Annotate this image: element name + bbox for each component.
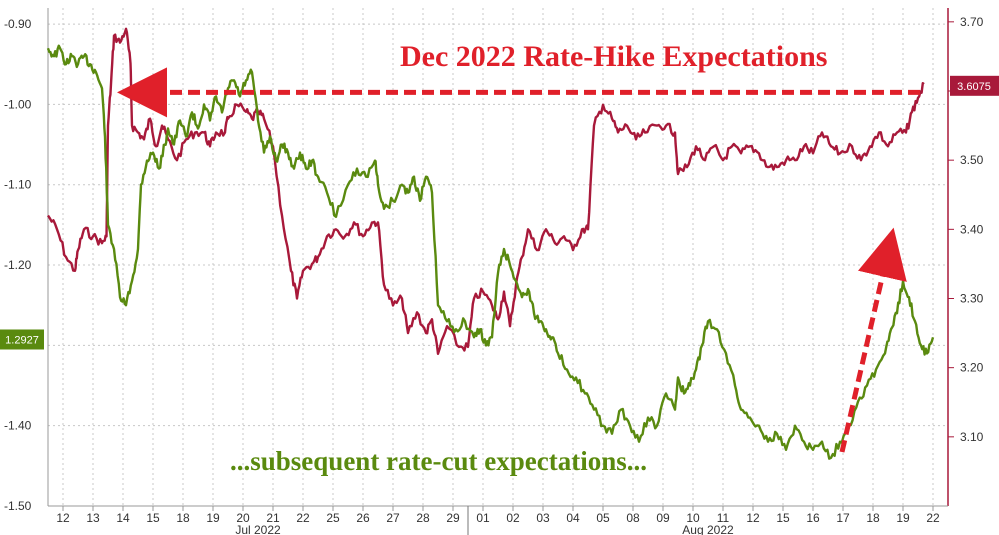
- x-tick: 29: [446, 511, 460, 525]
- x-tick: 09: [656, 511, 670, 525]
- x-tick: 12: [746, 511, 760, 525]
- x-tick: 11: [717, 511, 730, 525]
- y-right-tick: 3.10: [960, 430, 984, 444]
- y-left-tick: -1.50: [4, 499, 32, 513]
- axes: -0.90-1.00-1.10-1.20-1.30-1.40-1.503.703…: [4, 8, 984, 535]
- x-tick: 22: [296, 511, 310, 525]
- y-right-tick: 3.50: [960, 153, 984, 167]
- series-layer: [46, 27, 935, 460]
- x-tick: 10: [686, 511, 700, 525]
- x-tick: 22: [926, 511, 940, 525]
- month-label-jul: Jul 2022: [235, 523, 281, 535]
- x-tick: 28: [416, 511, 430, 525]
- y-left-tick: -1.00: [4, 97, 32, 111]
- series-line-red: [47, 27, 925, 355]
- x-tick: 04: [566, 511, 580, 525]
- x-tick: 16: [806, 511, 820, 525]
- x-tick: 05: [596, 511, 610, 525]
- x-tick: 17: [836, 511, 850, 525]
- x-tick: 12: [56, 511, 70, 525]
- x-tick: 20: [236, 511, 250, 525]
- x-tick: 15: [776, 511, 790, 525]
- annotations: Dec 2022 Rate-Hike Expectations ...subse…: [117, 40, 920, 476]
- x-tick: 26: [356, 511, 370, 525]
- y-right-tick: 3.20: [960, 361, 984, 375]
- last-value-green-bg: [0, 329, 44, 350]
- y-left-tick: -0.90: [4, 17, 32, 31]
- cut-annotation: ...subsequent rate-cut expectations...: [230, 446, 647, 476]
- x-tick: 25: [326, 511, 340, 525]
- x-tick: 18: [176, 511, 190, 525]
- x-tick: 03: [536, 511, 550, 525]
- month-label-aug: Aug 2022: [682, 523, 734, 535]
- x-tick: 15: [146, 511, 160, 525]
- x-tick: 18: [866, 511, 880, 525]
- y-left-tick: -1.40: [4, 419, 32, 433]
- x-tick: 13: [86, 511, 100, 525]
- last-value-red: 3.6075: [957, 81, 991, 93]
- last-value-labels: 3.6075 1.2927: [0, 75, 999, 350]
- gridlines: [48, 8, 948, 507]
- y-left-tick: -1.20: [4, 258, 32, 272]
- x-tick: 21: [266, 511, 280, 525]
- y-right-tick: 3.30: [960, 292, 984, 306]
- x-tick: 01: [476, 511, 490, 525]
- x-tick: 08: [626, 511, 640, 525]
- last-value-green: 1.2927: [5, 334, 39, 346]
- y-right-tick: 3.70: [960, 15, 984, 29]
- y-left-tick: -1.10: [4, 178, 32, 192]
- hike-annotation: Dec 2022 Rate-Hike Expectations: [400, 40, 827, 73]
- series-line-green: [46, 44, 935, 460]
- x-tick: 27: [386, 511, 400, 525]
- x-tick: 02: [506, 511, 520, 525]
- cut-arrow: [839, 227, 907, 453]
- y-right-tick: 3.40: [960, 222, 984, 236]
- x-tick: 14: [116, 511, 130, 525]
- last-value-red-bg: [950, 75, 999, 96]
- x-tick: 19: [896, 511, 910, 525]
- x-tick: 19: [206, 511, 220, 525]
